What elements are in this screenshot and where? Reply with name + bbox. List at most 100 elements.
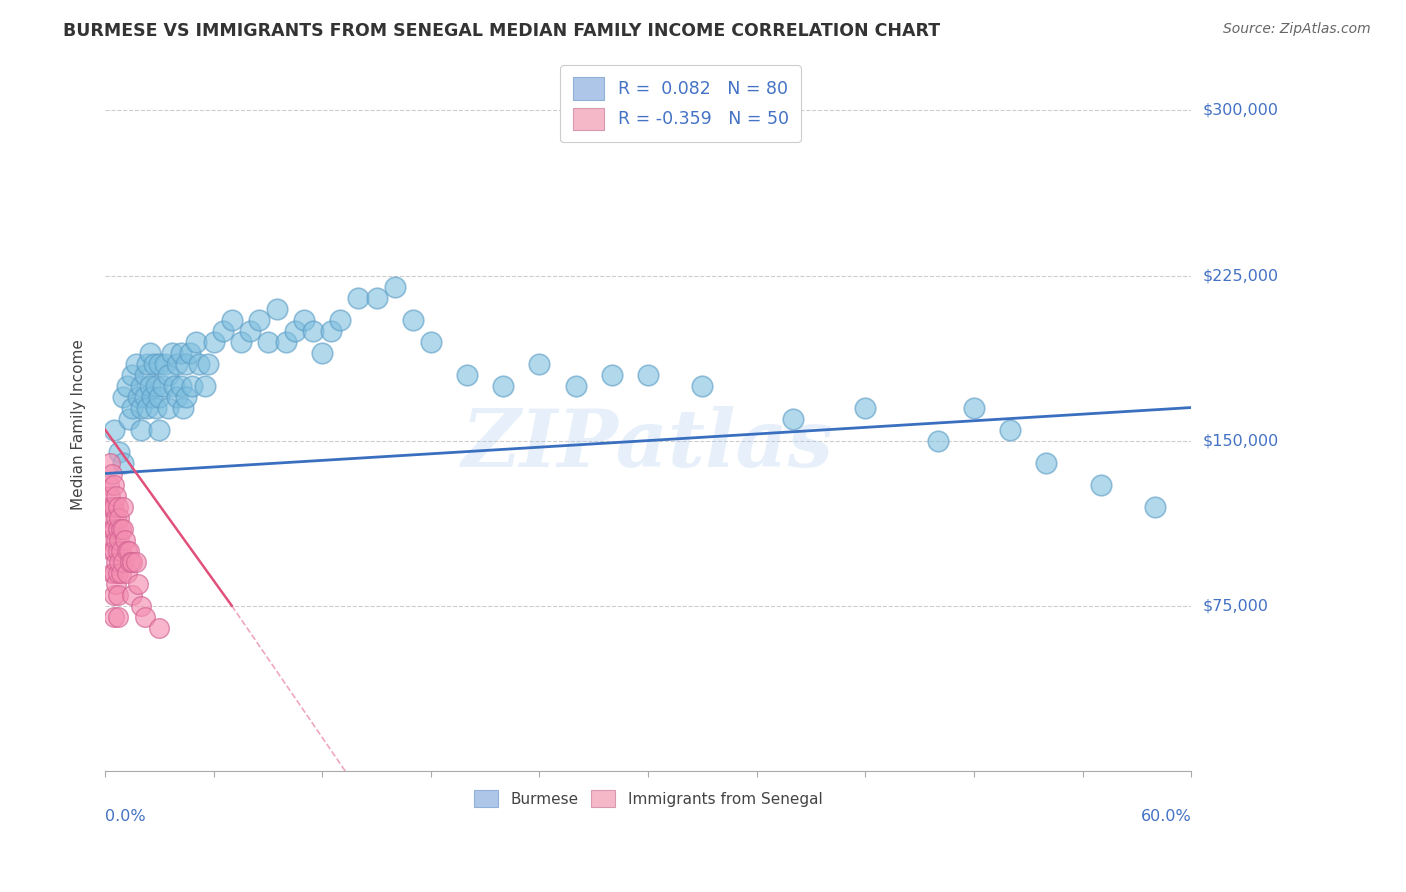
- Point: [112, 522, 135, 536]
- Point: [148, 423, 170, 437]
- Point: [179, 345, 201, 359]
- Point: [148, 621, 170, 635]
- Point: [100, 510, 122, 524]
- Point: [148, 390, 170, 404]
- Point: [121, 588, 143, 602]
- Point: [257, 334, 280, 349]
- Point: [211, 324, 233, 338]
- Point: [125, 555, 148, 569]
- Point: [104, 510, 127, 524]
- Point: [134, 390, 156, 404]
- Point: [101, 566, 124, 580]
- Point: [157, 401, 180, 415]
- Point: [101, 500, 124, 514]
- Point: [152, 378, 174, 392]
- Text: $225,000: $225,000: [1202, 268, 1278, 283]
- Point: [221, 312, 243, 326]
- Point: [135, 401, 157, 415]
- Point: [321, 324, 343, 338]
- Point: [110, 566, 132, 580]
- Point: [176, 390, 198, 404]
- Point: [347, 291, 370, 305]
- Point: [1143, 500, 1166, 514]
- Point: [247, 312, 270, 326]
- Point: [1090, 477, 1112, 491]
- Point: [107, 543, 129, 558]
- Point: [157, 368, 180, 382]
- Text: $75,000: $75,000: [1202, 599, 1268, 613]
- Point: [108, 533, 131, 547]
- Point: [998, 423, 1021, 437]
- Point: [197, 357, 219, 371]
- Point: [100, 489, 122, 503]
- Point: [692, 378, 714, 392]
- Point: [107, 566, 129, 580]
- Point: [127, 576, 149, 591]
- Point: [121, 368, 143, 382]
- Point: [170, 378, 193, 392]
- Point: [229, 334, 252, 349]
- Point: [166, 390, 188, 404]
- Point: [184, 334, 207, 349]
- Point: [127, 390, 149, 404]
- Point: [292, 312, 315, 326]
- Point: [129, 423, 152, 437]
- Point: [160, 345, 183, 359]
- Text: ZIPatlas: ZIPatlas: [463, 406, 834, 483]
- Point: [108, 444, 131, 458]
- Point: [141, 390, 163, 404]
- Text: 60.0%: 60.0%: [1140, 809, 1191, 824]
- Legend: Burmese, Immigrants from Senegal: Burmese, Immigrants from Senegal: [467, 782, 830, 815]
- Point: [142, 357, 165, 371]
- Point: [172, 401, 194, 415]
- Point: [163, 378, 186, 392]
- Point: [103, 609, 125, 624]
- Point: [134, 609, 156, 624]
- Point: [112, 390, 135, 404]
- Point: [188, 357, 211, 371]
- Point: [117, 411, 139, 425]
- Point: [108, 555, 131, 569]
- Point: [117, 543, 139, 558]
- Text: 0.0%: 0.0%: [105, 809, 146, 824]
- Point: [112, 500, 135, 514]
- Point: [125, 357, 148, 371]
- Point: [121, 401, 143, 415]
- Point: [302, 324, 325, 338]
- Point: [166, 357, 188, 371]
- Point: [139, 345, 162, 359]
- Point: [103, 543, 125, 558]
- Point: [97, 477, 120, 491]
- Point: [492, 378, 515, 392]
- Point: [180, 378, 202, 392]
- Point: [456, 368, 478, 382]
- Point: [202, 334, 225, 349]
- Point: [101, 467, 124, 481]
- Point: [107, 500, 129, 514]
- Point: [114, 533, 136, 547]
- Point: [148, 357, 170, 371]
- Point: [366, 291, 388, 305]
- Point: [134, 368, 156, 382]
- Text: $300,000: $300,000: [1202, 103, 1278, 118]
- Point: [100, 533, 122, 547]
- Point: [170, 345, 193, 359]
- Point: [101, 543, 124, 558]
- Point: [129, 378, 152, 392]
- Point: [103, 522, 125, 536]
- Point: [103, 566, 125, 580]
- Point: [564, 378, 586, 392]
- Y-axis label: Median Family Income: Median Family Income: [72, 339, 86, 509]
- Point: [103, 477, 125, 491]
- Point: [100, 456, 122, 470]
- Point: [129, 401, 152, 415]
- Text: Source: ZipAtlas.com: Source: ZipAtlas.com: [1223, 22, 1371, 37]
- Point: [145, 401, 167, 415]
- Point: [963, 401, 986, 415]
- Point: [129, 599, 152, 613]
- Point: [104, 533, 127, 547]
- Point: [239, 324, 262, 338]
- Point: [112, 555, 135, 569]
- Point: [104, 555, 127, 569]
- Point: [637, 368, 659, 382]
